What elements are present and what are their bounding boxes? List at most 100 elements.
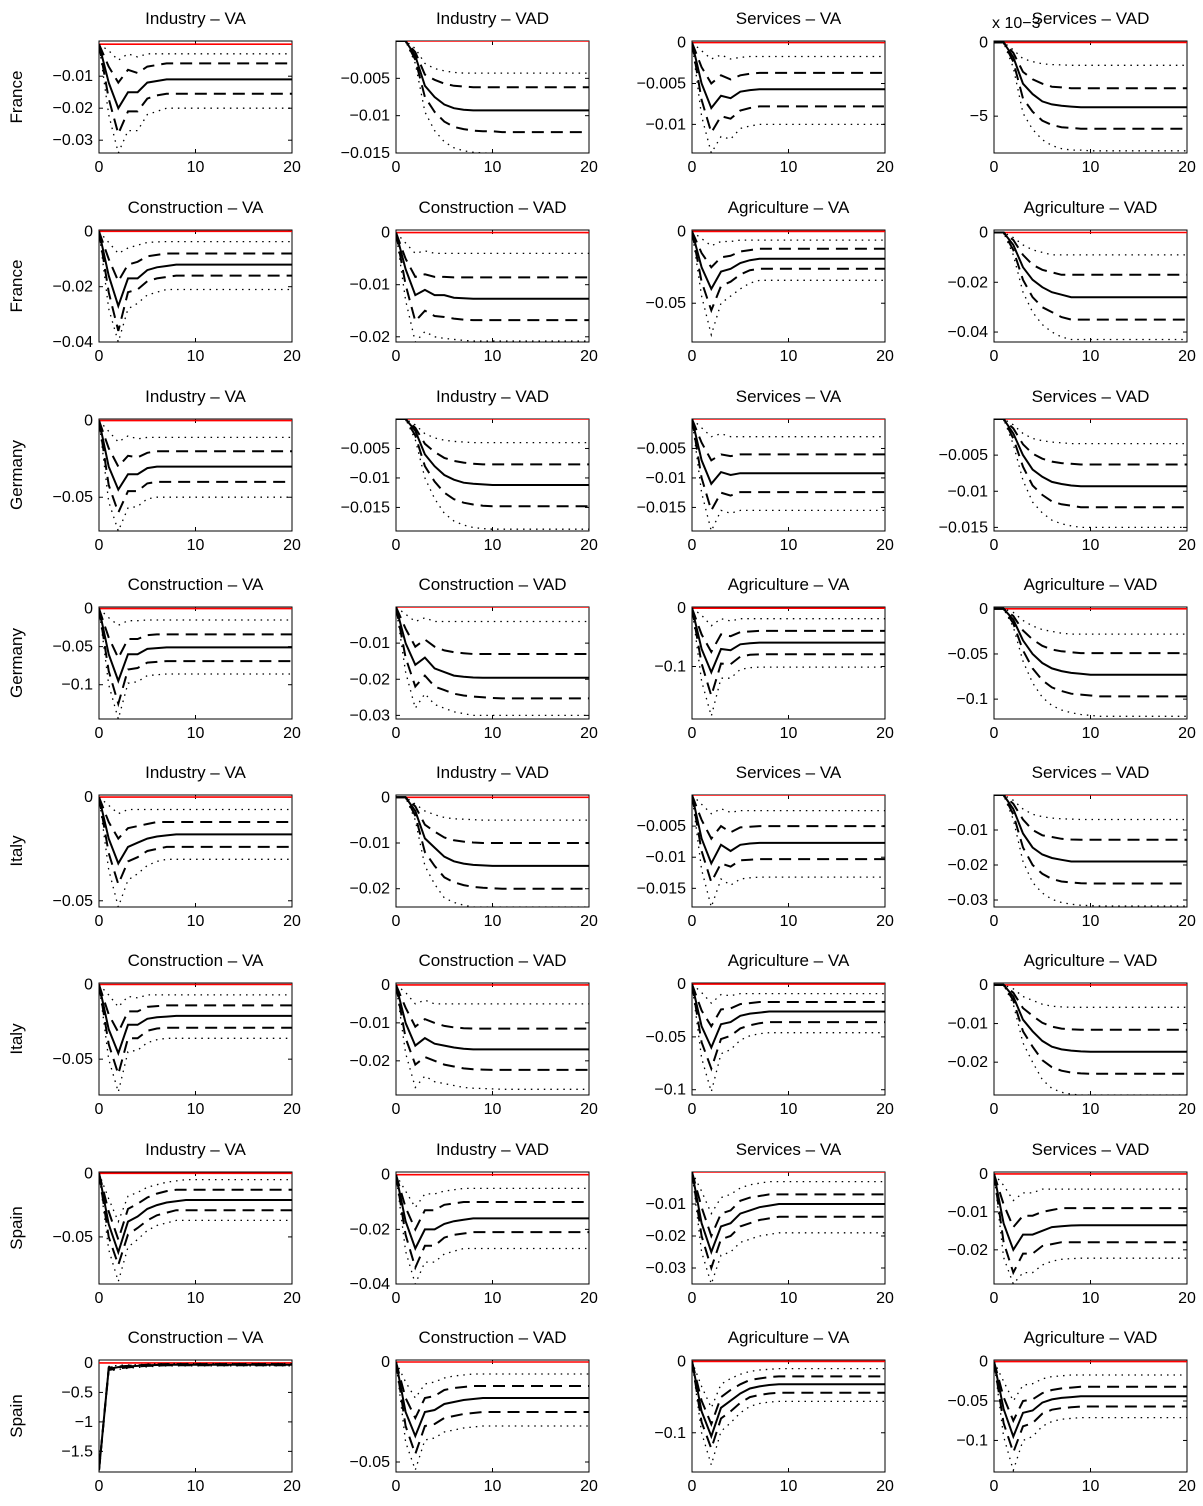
subplot: Construction – VA Italy 0 10 20 0 −0.05 — [7, 951, 301, 1118]
series-line-band-outer-lower — [994, 1173, 1187, 1284]
x-tick-label: 10 — [1082, 348, 1100, 365]
series-line-band-outer-upper — [994, 231, 1187, 256]
x-tick-label: 10 — [780, 1478, 798, 1495]
y-tick-label: −1.5 — [61, 1443, 93, 1460]
x-tick-label: 20 — [580, 537, 598, 554]
x-tick-label: 20 — [1178, 348, 1196, 365]
axes-frame — [98, 794, 293, 908]
subplot: Agriculture – VAD 0 10 20 0 −0.02 −0.04 — [948, 198, 1196, 365]
y-tick-label: −0.01 — [350, 635, 391, 652]
y-tick-label: −0.05 — [53, 893, 94, 910]
y-tick-label: −0.015 — [341, 145, 390, 162]
subplot-title: Industry – VA — [145, 387, 246, 406]
subplot-title: Industry – VA — [145, 9, 246, 28]
subplot-title: Industry – VA — [145, 763, 246, 782]
y-tick-label: −0.02 — [948, 1054, 989, 1071]
y-tick-label: −0.05 — [53, 1051, 94, 1068]
series-line-band-outer-lower — [692, 231, 885, 338]
axes-frame — [993, 229, 1188, 343]
y-tick-label: 0 — [979, 1166, 988, 1183]
x-tick-label: 0 — [688, 1478, 697, 1495]
series-line-band-inner-upper — [396, 41, 589, 89]
series-line-band-outer-upper — [99, 608, 292, 627]
subplot: Agriculture – VAD 0 10 20 0 −0.05 −0.1 — [948, 1328, 1196, 1495]
y-tick-label: −0.02 — [53, 100, 94, 117]
series-line-band-outer-lower — [692, 984, 885, 1095]
series-line-point-estimate — [396, 607, 589, 679]
subplot: Industry – VAD 0 10 20 −0.005 −0.01 −0.015 — [341, 9, 598, 176]
subplot: Services – VA 0 10 20 −0.01 −0.02 −0.03 — [646, 1140, 894, 1307]
series-line-band-inner-lower — [396, 796, 589, 890]
x-tick-label: 0 — [392, 537, 401, 554]
subplot-title: Services – VA — [736, 763, 842, 782]
y-tick-label: 0 — [677, 1353, 686, 1370]
y-tick-label: 0 — [84, 413, 93, 430]
y-tick-label: −0.01 — [350, 108, 391, 125]
series-line-band-inner-upper — [994, 1173, 1187, 1229]
x-tick-label: 20 — [876, 1290, 894, 1307]
x-tick-label: 20 — [876, 348, 894, 365]
series-line-band-inner-upper — [692, 419, 885, 462]
y-tick-label: 0 — [677, 600, 686, 617]
y-tick-label: −0.01 — [646, 116, 687, 133]
x-tick-label: 0 — [95, 348, 104, 365]
x-tick-label: 20 — [1178, 1478, 1196, 1495]
x-tick-label: 10 — [780, 348, 798, 365]
axes-frame — [395, 418, 590, 532]
y-tick-label: −0.02 — [948, 274, 989, 291]
y-tick-label: 0 — [979, 977, 988, 994]
series-line-point-estimate — [692, 795, 885, 866]
x-tick-label: 10 — [484, 1478, 502, 1495]
x-tick-label: 20 — [580, 913, 598, 930]
x-tick-label: 0 — [990, 1290, 999, 1307]
series-line-band-outer-lower — [994, 795, 1187, 907]
y-tick-label: −0.05 — [948, 1393, 989, 1410]
series-line-band-outer-lower — [994, 608, 1187, 717]
x-tick-label: 20 — [580, 1290, 598, 1307]
subplot: Construction – VA Spain 0 10 20 0 −0.5 −1 −1.5 — [7, 1328, 301, 1495]
x-tick-label: 20 — [1178, 913, 1196, 930]
y-tick-label: 0 — [84, 223, 93, 240]
series-line-band-inner-lower — [99, 608, 292, 708]
series-line-band-inner-upper — [994, 419, 1187, 466]
x-tick-label: 10 — [484, 725, 502, 742]
y-tick-label: −0.03 — [948, 892, 989, 909]
axes-frame — [98, 982, 293, 1096]
y-tick-label: −0.01 — [350, 835, 391, 852]
series-line-band-outer-upper — [692, 419, 885, 438]
axes-frame — [993, 1359, 1188, 1473]
x-tick-label: 10 — [1082, 1478, 1100, 1495]
subplot: Industry – VA France 0 10 20 −0.01 −0.02 −0.03 — [7, 9, 301, 176]
subplot-title: Construction – VAD — [418, 198, 566, 217]
y-tick-label: −0.01 — [948, 483, 989, 500]
x-tick-label: 20 — [580, 159, 598, 176]
y-tick-label: −0.02 — [350, 881, 391, 898]
series-line-band-inner-upper — [99, 43, 292, 85]
y-tick-label: −0.015 — [939, 519, 988, 536]
axes-frame — [691, 229, 886, 343]
y-tick-label: −1 — [75, 1414, 93, 1431]
row-label: Italy — [7, 835, 26, 867]
y-tick-label: 0 — [677, 35, 686, 52]
x-tick-label: 20 — [1178, 1290, 1196, 1307]
series-line-band-outer-upper — [396, 41, 589, 74]
series-line-band-outer-upper — [99, 420, 292, 443]
y-tick-label: −0.005 — [637, 76, 686, 93]
x-tick-label: 10 — [484, 159, 502, 176]
series-line-band-inner-upper — [994, 795, 1187, 841]
series-line-point-estimate — [692, 419, 885, 486]
y-tick-label: 0 — [979, 1354, 988, 1371]
series-line-band-outer-lower — [396, 232, 589, 342]
series-line-band-outer-upper — [396, 984, 589, 1005]
series-line-band-outer-lower — [692, 419, 885, 531]
series-line-band-outer-upper — [994, 41, 1187, 66]
x-tick-label: 0 — [392, 1290, 401, 1307]
x-tick-label: 20 — [580, 725, 598, 742]
series-line-point-estimate — [99, 1173, 292, 1256]
series-line-band-inner-lower — [396, 232, 589, 324]
axes-frame — [395, 1171, 590, 1285]
axis-multiplier: x 10−3 — [992, 15, 1041, 32]
series-line-point-estimate — [99, 796, 292, 866]
subplot: Services – VA 0 10 20 −0.005 −0.01 −0.015 — [637, 763, 894, 930]
